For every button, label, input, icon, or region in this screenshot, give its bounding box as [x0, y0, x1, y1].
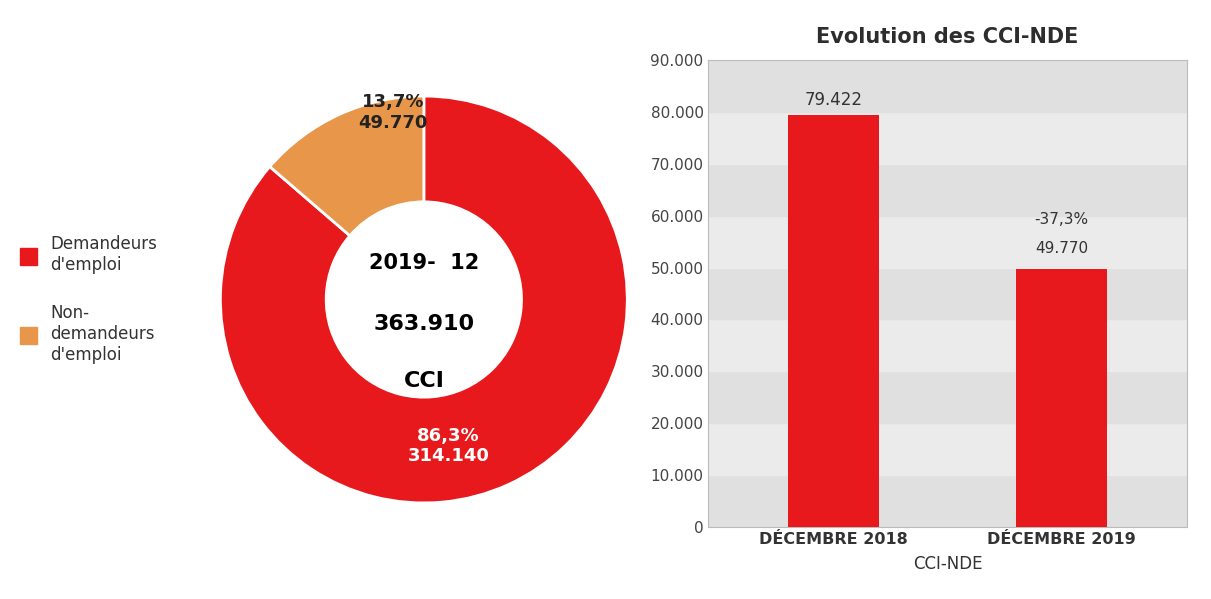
Wedge shape: [220, 96, 627, 503]
Legend: Demandeurs
d'emploi, Non-
demandeurs
d'emploi: Demandeurs d'emploi, Non- demandeurs d'e…: [21, 235, 157, 364]
Text: 363.910: 363.910: [373, 314, 475, 334]
Bar: [708, 216, 1187, 268]
Wedge shape: [270, 96, 424, 236]
X-axis label: CCI-NDE: CCI-NDE: [913, 555, 982, 573]
Bar: [708, 371, 1187, 423]
Text: -37,3%: -37,3%: [1034, 212, 1089, 227]
Text: 13,7%
49.770: 13,7% 49.770: [358, 93, 427, 132]
Bar: [708, 475, 1187, 527]
Bar: [708, 164, 1187, 216]
Text: 49.770: 49.770: [1035, 241, 1087, 256]
Bar: [708, 319, 1187, 371]
Bar: [708, 268, 1187, 319]
Bar: [708, 423, 1187, 475]
Text: 79.422: 79.422: [805, 90, 862, 108]
Text: 86,3%
314.140: 86,3% 314.140: [407, 426, 489, 465]
Bar: [708, 60, 1187, 112]
Title: Evolution des CCI-NDE: Evolution des CCI-NDE: [816, 27, 1079, 47]
Text: 2019-  12: 2019- 12: [368, 253, 480, 273]
Bar: [1016, 269, 1107, 527]
Bar: [788, 115, 879, 527]
Bar: [708, 112, 1187, 164]
Text: CCI: CCI: [403, 371, 444, 391]
